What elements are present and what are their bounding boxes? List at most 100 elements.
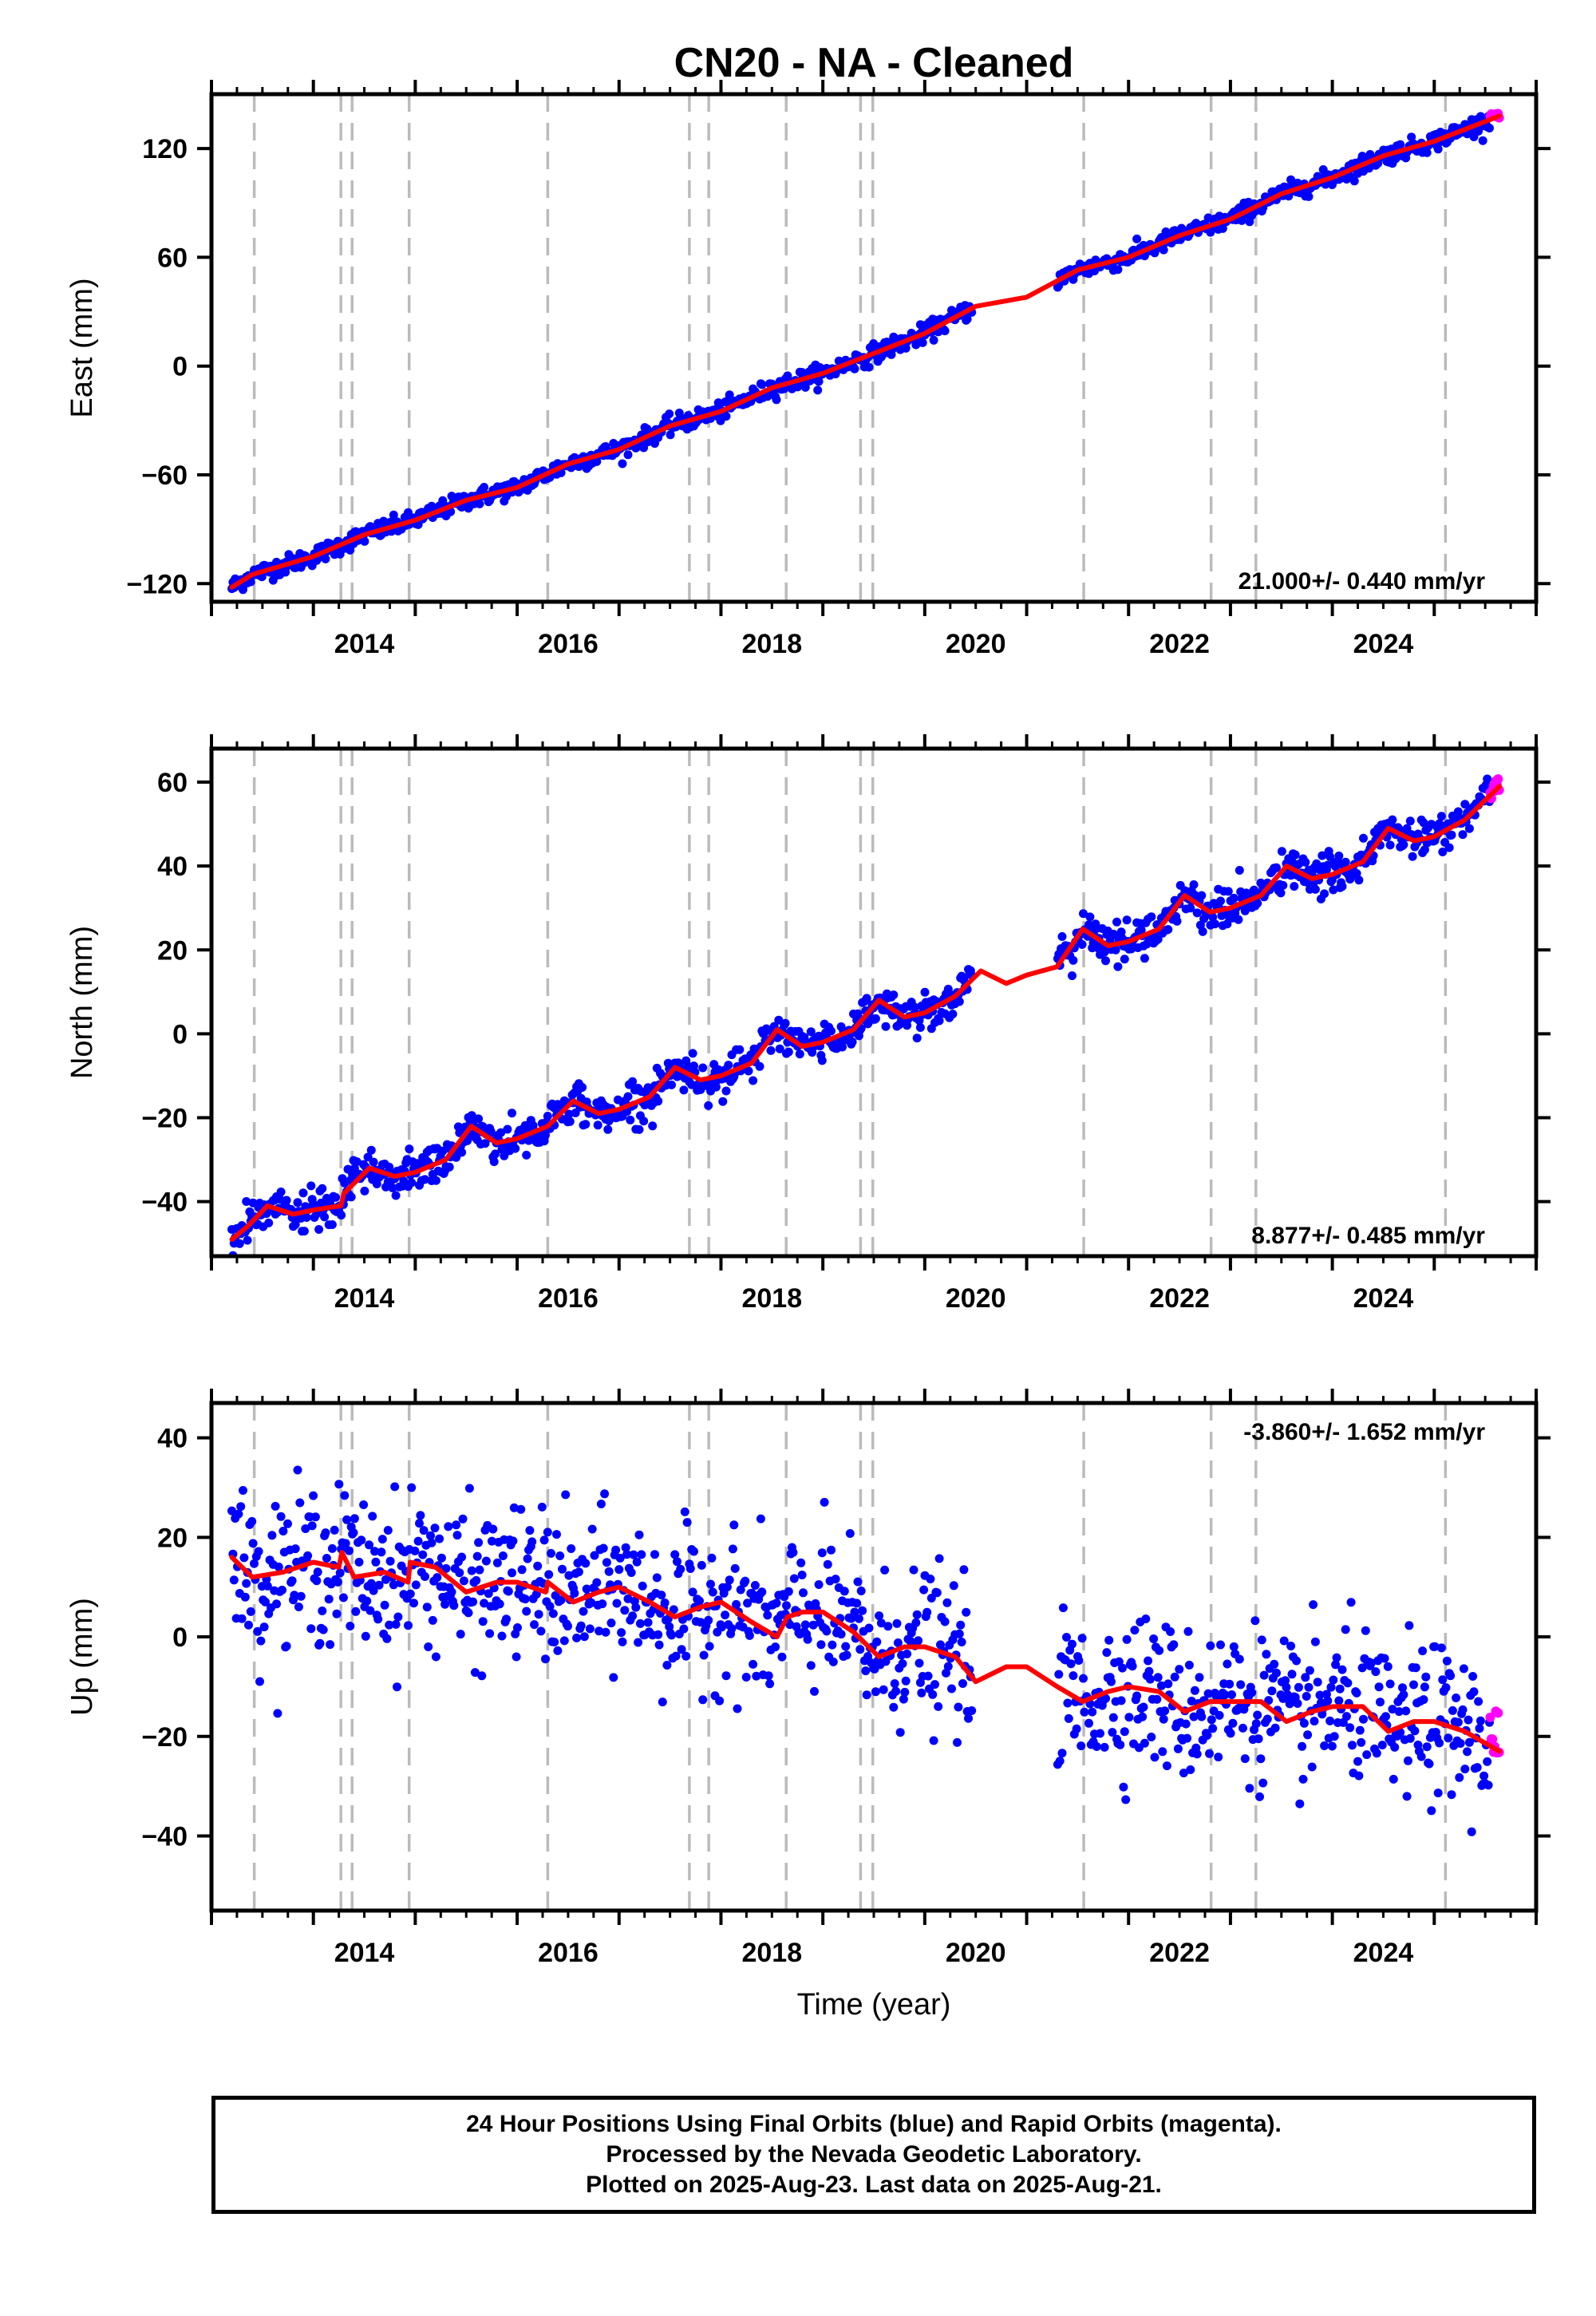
final-point <box>440 1599 450 1609</box>
final-point <box>1236 1680 1246 1690</box>
final-point <box>780 1018 790 1028</box>
final-point <box>1354 875 1364 885</box>
final-point <box>1240 1754 1250 1764</box>
final-point <box>1396 140 1405 149</box>
final-point <box>602 1558 611 1567</box>
final-point <box>623 1594 633 1603</box>
final-point <box>595 1626 604 1636</box>
final-point <box>1282 1682 1291 1692</box>
final-point <box>1257 1635 1266 1645</box>
final-point <box>654 1640 664 1650</box>
final-point <box>1475 1724 1484 1733</box>
final-point <box>352 1157 361 1167</box>
final-point <box>841 1642 851 1651</box>
final-point <box>893 1638 903 1647</box>
final-point <box>609 1673 618 1682</box>
final-point <box>1424 1759 1434 1769</box>
x-tick-label: 2024 <box>1353 629 1414 659</box>
final-point <box>370 1547 379 1556</box>
final-point <box>1438 848 1448 856</box>
rapid-point <box>1485 1712 1495 1722</box>
final-point <box>1152 1694 1162 1704</box>
final-point <box>711 1082 721 1092</box>
final-point <box>942 1598 952 1607</box>
final-point <box>1116 1740 1125 1749</box>
final-point <box>324 1595 334 1604</box>
final-point <box>901 1676 911 1686</box>
final-point <box>679 1624 689 1634</box>
final-point <box>915 1658 924 1668</box>
final-point <box>795 1049 804 1059</box>
final-point <box>242 1579 251 1588</box>
final-point <box>1163 1679 1173 1689</box>
final-point <box>912 1610 922 1619</box>
final-point <box>862 994 871 1003</box>
final-point <box>665 1622 674 1631</box>
final-point <box>721 412 731 421</box>
final-point <box>1147 912 1156 922</box>
final-point <box>604 1567 614 1576</box>
final-point <box>628 1611 638 1621</box>
final-point <box>622 1550 632 1559</box>
final-point <box>1472 1763 1482 1773</box>
final-point <box>255 1677 264 1686</box>
final-point <box>1404 1621 1414 1630</box>
final-point <box>552 1530 561 1539</box>
final-point <box>864 362 874 372</box>
final-point <box>484 1589 493 1599</box>
final-point <box>564 1109 574 1119</box>
final-point <box>681 1651 691 1661</box>
final-point <box>1436 1643 1446 1653</box>
final-point <box>306 1181 316 1191</box>
final-point <box>306 1624 316 1634</box>
final-point <box>1279 1636 1289 1646</box>
final-point <box>1121 1795 1131 1804</box>
final-point <box>435 1534 444 1543</box>
final-point <box>335 1568 345 1578</box>
final-point <box>1267 1686 1277 1696</box>
final-point <box>464 1608 473 1618</box>
final-point <box>410 1546 420 1555</box>
rate-label: 8.877+/- 0.485 mm/yr <box>1251 1223 1485 1249</box>
final-point <box>237 1614 247 1623</box>
final-point <box>1399 1690 1408 1699</box>
final-point <box>803 1634 812 1644</box>
final-point <box>239 1486 247 1495</box>
final-point <box>813 385 823 395</box>
final-point <box>673 1557 681 1567</box>
final-point <box>388 1184 397 1192</box>
final-point <box>1317 851 1327 860</box>
y-axis-label: East (mm) <box>65 278 99 417</box>
final-point <box>558 1564 567 1574</box>
final-point <box>626 1115 635 1124</box>
final-point <box>1372 1749 1381 1758</box>
x-tick-label: 2020 <box>946 1283 1006 1314</box>
rapid-point <box>1493 774 1503 785</box>
final-point <box>1447 830 1456 840</box>
final-point <box>1170 1672 1179 1682</box>
final-point <box>1140 954 1149 963</box>
final-point <box>332 1609 342 1618</box>
final-point <box>1055 1757 1065 1766</box>
final-point <box>1153 1673 1163 1682</box>
final-point <box>1150 1753 1159 1762</box>
final-point <box>1416 1752 1426 1761</box>
final-point <box>1357 1737 1366 1747</box>
final-point <box>485 1629 495 1638</box>
final-point <box>1258 1778 1268 1788</box>
final-point <box>459 1576 468 1586</box>
final-point <box>587 1598 596 1607</box>
final-point <box>948 1010 958 1019</box>
final-point <box>1189 880 1199 889</box>
final-point <box>936 1640 945 1650</box>
final-point <box>404 508 413 517</box>
panel-east: −120 −60 0 60 120 2014 2016 2018 2020 2022 2024 Eas… <box>65 80 1551 659</box>
final-point <box>1108 1713 1118 1722</box>
final-point <box>658 1697 667 1707</box>
final-point <box>1069 955 1078 965</box>
final-point <box>1435 1738 1444 1748</box>
final-point <box>912 1034 922 1043</box>
final-point <box>752 1671 761 1681</box>
final-point <box>365 1540 373 1550</box>
final-point <box>611 1545 621 1555</box>
